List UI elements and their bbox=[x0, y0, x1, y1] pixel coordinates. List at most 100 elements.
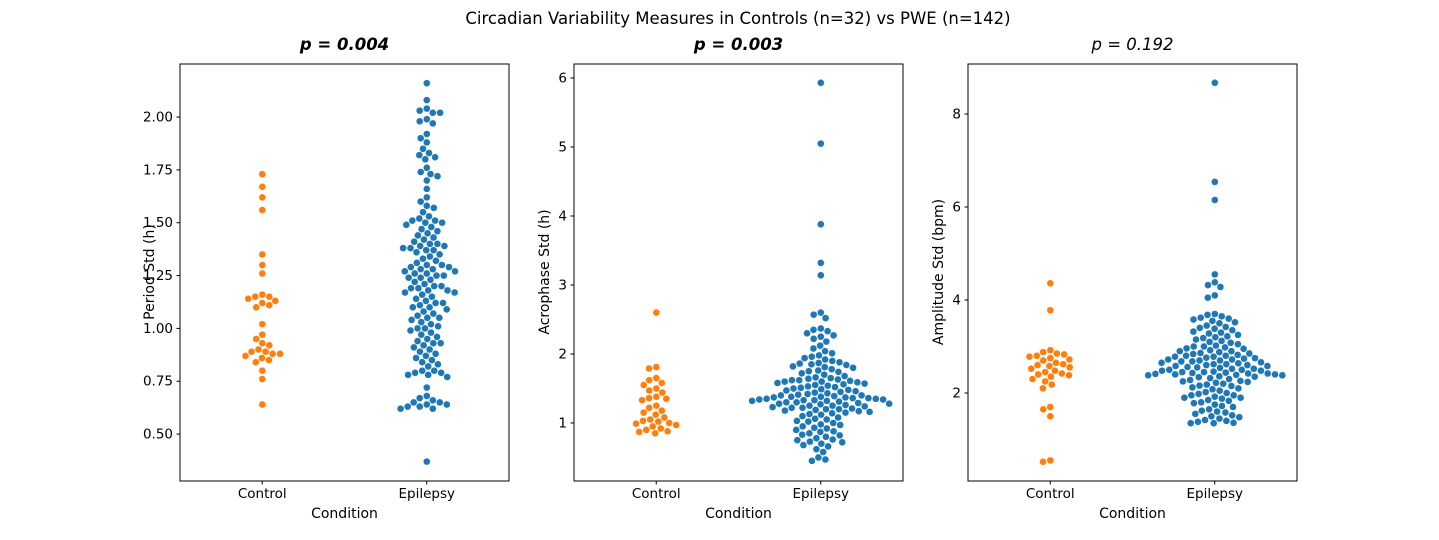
data-point bbox=[817, 420, 825, 429]
data-point bbox=[258, 299, 266, 307]
data-point bbox=[258, 170, 266, 178]
data-point bbox=[423, 115, 431, 123]
data-point bbox=[1236, 377, 1245, 385]
data-point bbox=[846, 377, 854, 385]
data-point bbox=[1216, 283, 1225, 291]
data-point bbox=[435, 314, 443, 322]
data-point bbox=[241, 352, 250, 360]
data-point bbox=[809, 344, 818, 353]
swarm-control bbox=[241, 170, 284, 409]
data-point bbox=[782, 386, 791, 395]
data-point bbox=[252, 303, 260, 311]
y-tick-label: 1.25 bbox=[143, 268, 173, 284]
data-point bbox=[805, 429, 814, 437]
data-point bbox=[1201, 388, 1210, 396]
data-point bbox=[1219, 380, 1227, 388]
data-point bbox=[835, 397, 843, 406]
data-point bbox=[1209, 360, 1218, 368]
data-point bbox=[814, 359, 823, 367]
data-point bbox=[429, 405, 437, 413]
y-tick-label: 1.50 bbox=[143, 215, 173, 231]
data-point bbox=[1205, 329, 1213, 338]
data-point bbox=[426, 276, 435, 284]
data-point bbox=[1041, 377, 1049, 386]
data-point bbox=[812, 434, 821, 442]
data-point bbox=[1228, 411, 1236, 419]
data-point bbox=[396, 405, 405, 413]
data-point bbox=[811, 381, 819, 389]
data-point bbox=[1211, 291, 1219, 300]
data-point bbox=[423, 202, 431, 210]
data-point bbox=[1223, 332, 1232, 340]
data-point bbox=[1189, 315, 1198, 324]
data-point bbox=[1227, 382, 1236, 390]
data-point bbox=[424, 362, 432, 371]
data-point bbox=[412, 354, 420, 362]
data-point bbox=[1263, 369, 1272, 378]
data-point bbox=[413, 324, 422, 333]
data-point bbox=[1188, 383, 1197, 392]
data-point bbox=[831, 383, 839, 391]
data-point bbox=[1052, 359, 1060, 367]
data-point bbox=[1212, 341, 1220, 350]
data-point bbox=[1215, 372, 1224, 380]
data-point bbox=[1034, 370, 1042, 379]
data-point bbox=[258, 400, 266, 409]
data-point bbox=[1195, 373, 1203, 381]
data-point bbox=[834, 413, 842, 422]
y-tick-label: 2 bbox=[952, 385, 961, 401]
swarm-epilepsy bbox=[748, 79, 893, 465]
swarm-control bbox=[1025, 279, 1074, 466]
data-point bbox=[815, 351, 823, 360]
data-point bbox=[1028, 375, 1037, 383]
panel-2-title: p = 0.003 bbox=[693, 35, 784, 54]
data-point bbox=[433, 227, 442, 235]
data-point bbox=[810, 396, 819, 404]
data-point bbox=[1233, 351, 1242, 359]
data-point bbox=[1158, 367, 1166, 375]
data-point bbox=[828, 402, 837, 410]
data-point bbox=[407, 284, 415, 292]
axes-frame bbox=[573, 63, 904, 482]
data-point bbox=[437, 339, 445, 347]
data-point bbox=[798, 412, 807, 420]
data-point bbox=[1209, 353, 1218, 361]
data-point bbox=[258, 290, 266, 299]
data-point bbox=[1211, 333, 1220, 341]
data-point bbox=[437, 369, 445, 377]
data-point bbox=[816, 428, 824, 436]
data-point bbox=[1046, 403, 1055, 411]
data-point bbox=[828, 349, 836, 357]
data-point bbox=[450, 288, 459, 297]
data-point bbox=[1221, 352, 1230, 360]
data-point bbox=[1187, 391, 1196, 399]
data-point bbox=[1211, 196, 1219, 204]
data-point bbox=[1217, 328, 1225, 337]
data-point bbox=[817, 79, 825, 87]
data-point bbox=[811, 406, 820, 414]
data-point bbox=[407, 316, 416, 324]
data-point bbox=[416, 301, 424, 309]
data-point bbox=[855, 407, 863, 415]
data-point bbox=[646, 415, 654, 424]
data-point bbox=[247, 348, 256, 356]
panel-2-axes: 1 2 3 4 5 6 Control Epilepsy bbox=[558, 63, 904, 502]
x-tick-label: Control bbox=[238, 486, 287, 502]
data-point bbox=[657, 424, 665, 433]
data-point bbox=[645, 394, 653, 402]
data-point bbox=[423, 383, 431, 392]
data-point bbox=[434, 322, 442, 330]
data-point bbox=[1182, 344, 1191, 353]
data-point bbox=[652, 308, 660, 317]
data-point bbox=[1047, 373, 1055, 381]
data-point bbox=[427, 223, 435, 231]
data-point bbox=[810, 424, 818, 432]
data-point bbox=[251, 293, 259, 301]
data-point bbox=[1245, 349, 1254, 358]
data-point bbox=[429, 109, 437, 117]
data-point bbox=[806, 437, 814, 446]
data-point bbox=[1039, 356, 1048, 365]
data-point bbox=[1199, 334, 1207, 342]
data-point bbox=[817, 259, 825, 267]
panel-3-x-axis-label: Condition bbox=[1099, 506, 1166, 522]
